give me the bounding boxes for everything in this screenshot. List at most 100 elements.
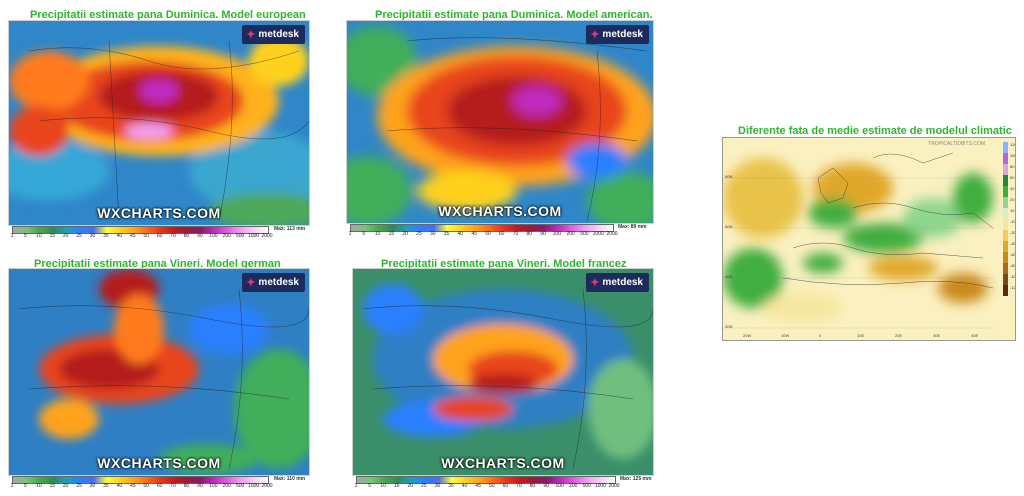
legend-swatch xyxy=(1003,164,1008,175)
legend-swatch xyxy=(1003,175,1008,186)
scale-tick-label: 1000 xyxy=(592,231,604,237)
scale-tick-label: 40 xyxy=(116,233,123,239)
scale-tick-label: 200 xyxy=(569,483,578,489)
longitude-label: 10W xyxy=(781,333,790,338)
scale-tick-label: 500 xyxy=(235,483,245,489)
precip-color-scale: 1 5 10 15 20 25 30 35 40 45 50 60 70 80 90 100 200 500 100… xyxy=(11,226,306,242)
legend-value: 40 xyxy=(1010,186,1015,191)
legend-value: -10 xyxy=(1010,219,1016,224)
legend-value: 20 xyxy=(1010,197,1015,202)
scale-gradient xyxy=(350,224,614,232)
metdesk-star-icon: ✦ xyxy=(246,277,256,289)
max-value: Max: 89 mm xyxy=(618,224,647,230)
scale-tick-label: 60 xyxy=(156,233,163,239)
scale-tick-label: 200 xyxy=(222,483,231,489)
scale-tick-label: 2000 xyxy=(608,483,620,489)
legend-swatch xyxy=(1003,219,1008,230)
scale-tick-label: 30 xyxy=(89,233,96,239)
legend-value: 100 xyxy=(1010,153,1015,158)
scale-tick-label: 1000 xyxy=(594,483,606,489)
scale-tick-label: 30 xyxy=(434,483,441,489)
scale-tick-label: 60 xyxy=(498,231,505,237)
longitude-label: 20E xyxy=(895,333,903,338)
scale-tick-label: 70 xyxy=(516,483,522,489)
scale-tick-label: 60 xyxy=(156,483,163,489)
latitude-label: 40N xyxy=(725,274,733,279)
metdesk-logo: ✦ metdesk xyxy=(242,273,305,292)
scale-tick-label: 45 xyxy=(130,483,136,489)
precip-map-graphic xyxy=(347,21,653,223)
legend-swatch xyxy=(1003,153,1008,164)
legend-swatch xyxy=(1003,285,1008,296)
legend-value: 60 xyxy=(1010,175,1015,180)
scale-tick-label: 50 xyxy=(143,233,149,239)
scale-tick-label: 45 xyxy=(471,231,477,237)
wxcharts-watermark: WXCHARTS.COM xyxy=(97,205,221,221)
scale-tick-label: 35 xyxy=(103,233,109,239)
precip-map-graphic xyxy=(353,269,653,475)
legend-value: 80 xyxy=(1010,164,1015,169)
anomaly-legend: 120 100 80 60 40 20 10 -10 -20 -40 -60 -80 -100 -120 xyxy=(1003,142,1016,296)
precip-map-graphic xyxy=(9,21,309,225)
metdesk-logo: ✦ metdesk xyxy=(586,25,649,44)
scale-gradient xyxy=(356,476,616,484)
scale-tick-label: 90 xyxy=(540,231,546,237)
scale-tick-label: 2000 xyxy=(606,231,618,237)
scale-tick-label: 80 xyxy=(183,483,190,489)
latitude-label: 30N xyxy=(725,324,733,329)
max-value: Max: 113 mm xyxy=(274,226,306,232)
legend-value: -40 xyxy=(1010,241,1016,246)
scale-tick-label: 5 xyxy=(24,233,27,239)
longitude-label: 0 xyxy=(819,333,822,338)
scale-tick-label: 80 xyxy=(526,231,533,237)
scale-tick-label: 25 xyxy=(76,483,82,489)
metdesk-star-icon: ✦ xyxy=(246,29,256,41)
precipitation-map: ✦ metdesk WXCHARTS.COM xyxy=(346,20,654,224)
scale-tick-label: 15 xyxy=(388,231,395,237)
precipitation-map: ✦ metdesk WXCHARTS.COM xyxy=(352,268,654,476)
scale-tick-label: 2000 xyxy=(261,233,273,239)
climate-map-title: Diferente fata de medie estimate de mode… xyxy=(738,125,1012,137)
scale-tick-label: 35 xyxy=(443,231,450,237)
panel-title: Precipitatii estimate pana Duminica. Mod… xyxy=(30,9,306,21)
precip-color-scale: 1 5 10 15 20 25 30 35 40 45 50 60 70 80 90 100 200 500 100… xyxy=(10,476,306,492)
scale-tick-label: 10 xyxy=(36,233,42,239)
scale-ticks: 1 5 10 15 20 25 30 35 40 45 50 60 70 80 90 100 200 500 100… xyxy=(348,231,618,239)
scale-tick-label: 80 xyxy=(183,233,190,239)
scale-tick-label: 50 xyxy=(489,483,495,489)
wxcharts-watermark: WXCHARTS.COM xyxy=(441,455,565,471)
scale-tick-label: 15 xyxy=(49,483,56,489)
metdesk-logo: ✦ metdesk xyxy=(242,25,305,44)
scale-tick-label: 10 xyxy=(380,483,386,489)
scale-tick-label: 80 xyxy=(529,483,536,489)
scale-tick-label: 100 xyxy=(555,483,564,489)
legend-value: -100 xyxy=(1010,274,1016,279)
scale-tick-label: 30 xyxy=(429,231,436,237)
scale-tick-label: 70 xyxy=(170,483,176,489)
scale-tick-label: 10 xyxy=(374,231,381,237)
scale-tick-label: 90 xyxy=(197,233,203,239)
legend-value: -120 xyxy=(1010,285,1016,290)
scale-tick-label: 45 xyxy=(130,233,136,239)
max-value: Max: 110 mm xyxy=(274,476,306,482)
scale-tick-label: 90 xyxy=(543,483,549,489)
legend-swatch xyxy=(1003,241,1008,252)
legend-value: -60 xyxy=(1010,252,1016,257)
scale-tick-label: 35 xyxy=(103,483,109,489)
scale-tick-label: 1 xyxy=(348,231,352,237)
scale-tick-label: 10 xyxy=(36,483,42,489)
scale-tick-label: 40 xyxy=(457,231,464,237)
legend-swatch xyxy=(1003,208,1008,219)
scale-tick-label: 1 xyxy=(10,483,14,489)
legend-value: -20 xyxy=(1010,230,1016,235)
scale-tick-label: 100 xyxy=(552,231,561,237)
anomaly-map-graphic xyxy=(723,138,1015,340)
scale-tick-label: 20 xyxy=(402,231,408,237)
legend-swatch xyxy=(1003,252,1008,263)
scale-gradient xyxy=(12,226,269,234)
scale-tick-label: 60 xyxy=(502,483,509,489)
climate-anomaly-map: TROPICALTIDBITS.COM 120 100 80 60 40 20 10 -10 -… xyxy=(722,137,1016,341)
scale-tick-label: 50 xyxy=(143,483,149,489)
longitude-label: 40E xyxy=(971,333,979,338)
latitude-label: 50N xyxy=(725,224,733,229)
